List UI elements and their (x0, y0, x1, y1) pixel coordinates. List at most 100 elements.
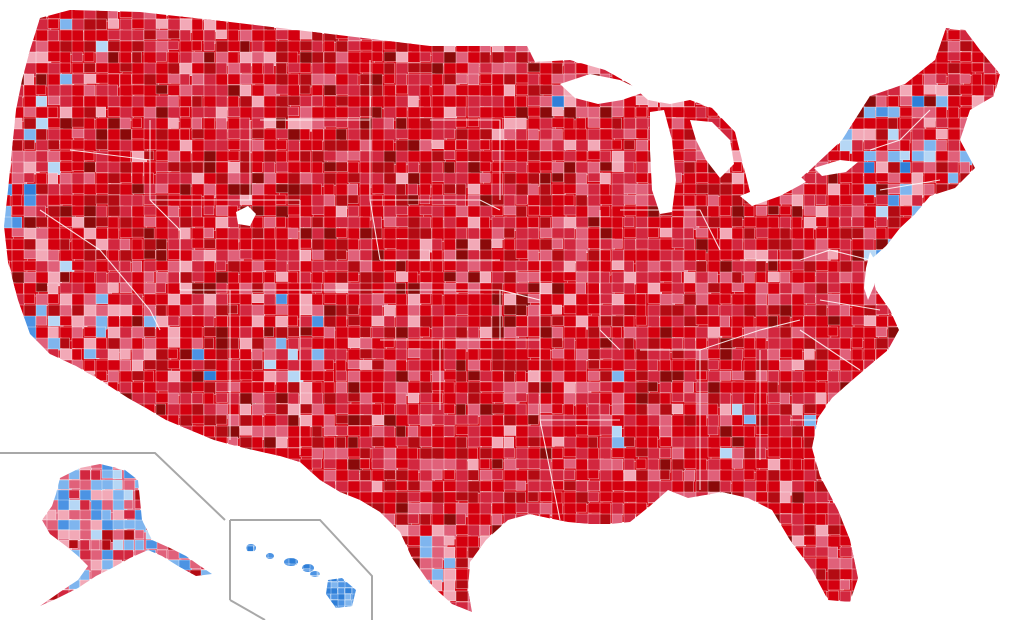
county-tile (96, 613, 110, 620)
county-tile (431, 601, 444, 612)
county-tile (635, 524, 647, 537)
county-tile (503, 436, 514, 450)
county-tile (119, 172, 132, 183)
county-tile (347, 447, 362, 458)
county-tile (359, 590, 373, 606)
county-tile (827, 271, 840, 285)
county-tile (959, 238, 974, 252)
county-tile (431, 18, 446, 32)
county-tile (491, 469, 503, 480)
county-tile (827, 260, 839, 273)
county-tile (887, 51, 903, 63)
county-tile (719, 40, 735, 52)
county-tile (683, 29, 697, 44)
county-tile (875, 51, 889, 64)
county-tile (11, 293, 25, 307)
county-tile (959, 392, 972, 408)
county-tile (851, 227, 864, 239)
county-tile (83, 183, 97, 196)
county-tile (35, 535, 51, 551)
county-tile (935, 271, 949, 287)
county-tile (200, 464, 212, 469)
county-tile (295, 544, 305, 546)
county-tile (95, 348, 110, 359)
county-tile (23, 414, 38, 425)
county-tile (839, 183, 851, 197)
county-tile (189, 519, 203, 533)
county-tile (587, 557, 599, 573)
county-tile (145, 509, 157, 520)
county-tile (383, 183, 398, 197)
county-tile (671, 414, 686, 428)
county-tile (90, 539, 101, 550)
county-tile (971, 205, 986, 216)
county-tile (899, 403, 914, 418)
county-tile (4, 337, 12, 352)
county-tile (178, 464, 193, 472)
county-tile (599, 315, 612, 327)
county-tile (899, 469, 913, 480)
county-tile (46, 464, 59, 471)
county-tile (815, 10, 832, 22)
county-tile (347, 227, 360, 241)
county-tile (767, 139, 779, 153)
county-tile (263, 139, 278, 151)
county-tile (887, 480, 902, 491)
county-tile (983, 436, 997, 449)
county-tile (215, 29, 227, 40)
county-tile (611, 304, 625, 316)
county-tile (995, 458, 1000, 473)
county-tile (95, 392, 110, 407)
county-tile (191, 348, 205, 362)
county-tile (516, 613, 529, 620)
county-tile (275, 205, 289, 219)
county-tile (59, 601, 73, 612)
county-tile (287, 150, 300, 162)
county-tile (275, 216, 286, 228)
county-tile (131, 249, 146, 260)
county-tile (71, 282, 85, 295)
county-tile (407, 315, 422, 329)
county-tile (299, 535, 312, 550)
county-tile (611, 40, 624, 51)
county-tile (371, 458, 386, 469)
county-tile (211, 479, 212, 493)
county-tile (112, 549, 125, 562)
county-tile (347, 161, 359, 174)
county-tile (971, 524, 985, 535)
county-tile (659, 403, 674, 417)
county-tile (23, 568, 38, 583)
county-tile (83, 271, 95, 284)
county-tile (947, 491, 962, 503)
county-tile (827, 95, 843, 106)
county-tile (455, 392, 468, 405)
county-tile (143, 260, 158, 272)
county-tile (57, 599, 68, 606)
county-tile (588, 613, 598, 620)
county-tile (455, 524, 469, 535)
county-tile (599, 590, 610, 605)
county-tile (707, 95, 723, 106)
county-tile (551, 535, 563, 550)
county-tile (359, 535, 371, 550)
county-tile (995, 359, 1000, 372)
county-tile (83, 216, 97, 230)
county-tile (191, 238, 204, 249)
county-tile (719, 403, 732, 416)
county-tile (707, 469, 722, 483)
county-tile (731, 282, 745, 292)
county-tile (443, 249, 456, 263)
alaska-inset-frame (0, 452, 226, 521)
county-tile (119, 40, 135, 54)
county-tile (383, 546, 396, 559)
county-tile (215, 469, 229, 483)
county-tile (395, 601, 409, 612)
county-tile (371, 150, 386, 164)
county-tile (647, 447, 660, 460)
county-tile (503, 425, 517, 436)
county-tile (239, 271, 253, 284)
county-tile (923, 480, 938, 492)
county-tile (23, 227, 38, 239)
county-tile (923, 183, 935, 197)
county-tile (995, 161, 1000, 173)
